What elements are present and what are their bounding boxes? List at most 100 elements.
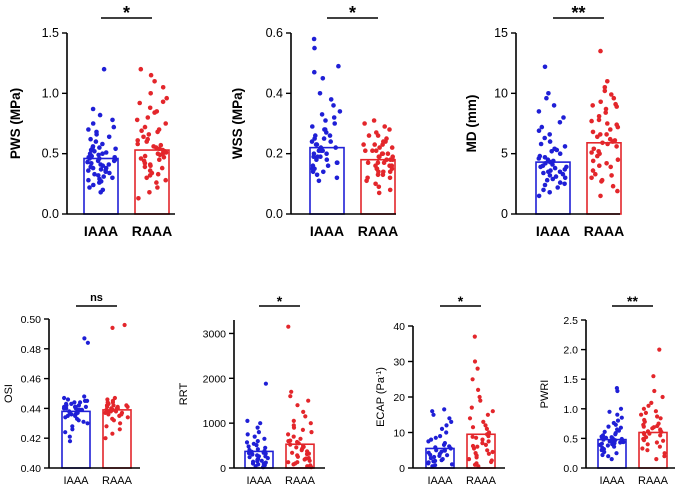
point-pws-iaaa [100, 151, 105, 156]
point-ecap-iaaa [445, 453, 450, 458]
point-ecap-raaa [490, 409, 495, 414]
point-ecap-raaa [486, 430, 492, 435]
point-pws-raaa [155, 151, 161, 156]
y-tick-label-md: 5 [501, 147, 508, 161]
point-wss-iaaa [328, 139, 334, 144]
point-osi-iaaa [81, 419, 86, 424]
point-ecap-iaaa [426, 460, 431, 465]
point-pwri-raaa [657, 444, 663, 449]
y-tick-label-osi: 0.46 [21, 374, 42, 386]
point-rrt-raaa [298, 436, 303, 441]
point-pws-iaaa [112, 155, 117, 160]
point-ecap-iaaa [442, 447, 447, 452]
y-axis-label-rrt: RRT [178, 383, 190, 406]
point-osi-raaa [110, 431, 115, 436]
point-wss-raaa [376, 184, 382, 190]
point-osi-iaaa [82, 336, 87, 341]
point-osi-raaa [105, 397, 110, 402]
point-rrt-raaa [294, 445, 299, 450]
point-ecap-iaaa [440, 457, 445, 462]
point-rrt-raaa [291, 418, 296, 423]
point-pwri-raaa [651, 425, 657, 430]
point-wss-raaa [365, 160, 371, 165]
y-tick-label-pwri: 1.0 [563, 404, 578, 416]
point-rrt-raaa [301, 409, 306, 414]
point-md-iaaa [537, 153, 543, 159]
point-pws-raaa [145, 115, 151, 120]
point-md-raaa [590, 168, 596, 173]
point-pwri-raaa [658, 433, 663, 438]
point-osi-iaaa [72, 404, 78, 409]
y-tick-label-pws: 0.5 [42, 147, 59, 161]
point-wss-iaaa [334, 175, 340, 181]
point-osi-iaaa [70, 427, 75, 432]
point-wss-iaaa [310, 124, 315, 129]
point-osi-iaaa [63, 430, 68, 435]
point-md-raaa [605, 141, 610, 147]
point-wss-raaa [376, 154, 382, 159]
category-label-pws-raaa: RAAA [132, 223, 172, 239]
point-pws-iaaa [96, 173, 101, 178]
point-pwri-iaaa [607, 409, 612, 414]
point-md-raaa [598, 48, 603, 54]
point-osi-iaaa [85, 340, 90, 345]
point-rrt-raaa [308, 463, 313, 468]
point-pws-iaaa [100, 187, 106, 193]
point-pwri-iaaa [619, 415, 624, 420]
point-md-iaaa [557, 180, 563, 185]
y-tick-label-md: 0 [501, 207, 508, 221]
point-wss-iaaa [312, 45, 317, 51]
point-ecap-iaaa [426, 450, 431, 455]
point-pws-raaa [155, 185, 160, 190]
point-wss-iaaa [332, 121, 338, 126]
point-pws-iaaa [90, 121, 96, 126]
point-md-iaaa [557, 151, 563, 156]
point-pws-iaaa [95, 158, 101, 164]
point-pwri-iaaa [609, 457, 614, 462]
point-md-raaa [608, 127, 613, 132]
point-ecap-iaaa [442, 441, 447, 446]
y-tick-label-rrt: 0 [220, 463, 226, 475]
point-pws-raaa [141, 134, 146, 140]
point-wss-raaa [375, 160, 381, 165]
point-pwri-raaa [641, 424, 646, 429]
point-md-iaaa [536, 128, 542, 133]
point-pwri-raaa [645, 442, 650, 447]
point-pws-raaa [151, 144, 156, 149]
point-osi-iaaa [67, 434, 72, 439]
point-wss-raaa [387, 175, 393, 181]
point-pwri-raaa [661, 438, 666, 443]
point-pwri-raaa [641, 406, 647, 411]
point-md-raaa [614, 122, 619, 127]
point-osi-iaaa [67, 409, 72, 414]
point-osi-raaa [103, 436, 108, 441]
point-wss-raaa [381, 139, 386, 144]
significance-label-osi: ns [90, 292, 103, 304]
point-ecap-raaa [469, 405, 474, 410]
point-osi-iaaa [85, 421, 90, 426]
significance-label-rrt: * [277, 293, 283, 309]
point-pwri-raaa [662, 454, 667, 459]
chart-panel-osi: 0.40 0.42 0.44 0.46 0.48 0.50 OSI IAAA RAAA ns [3, 292, 140, 487]
point-rrt-iaaa [256, 430, 261, 435]
y-tick-label-osi: 0.48 [21, 344, 42, 356]
point-md-iaaa [551, 103, 557, 108]
point-pws-raaa [136, 196, 141, 201]
point-rrt-raaa [295, 453, 300, 458]
point-pwri-raaa [645, 448, 650, 453]
point-pwri-raaa [651, 374, 656, 379]
point-pwri-iaaa [605, 443, 611, 448]
point-osi-iaaa [70, 424, 75, 429]
point-rrt-iaaa [255, 447, 260, 452]
point-ecap-iaaa [444, 430, 449, 435]
point-md-raaa [614, 144, 619, 149]
point-ecap-raaa [466, 457, 472, 462]
y-tick-label-ecap: 30 [393, 357, 405, 369]
point-rrt-iaaa [261, 461, 266, 467]
point-ecap-raaa [486, 439, 491, 444]
point-rrt-iaaa [262, 448, 267, 454]
point-wss-iaaa [312, 69, 317, 75]
point-rrt-iaaa [258, 421, 263, 426]
point-md-raaa [596, 114, 602, 119]
point-pws-iaaa [98, 162, 103, 167]
